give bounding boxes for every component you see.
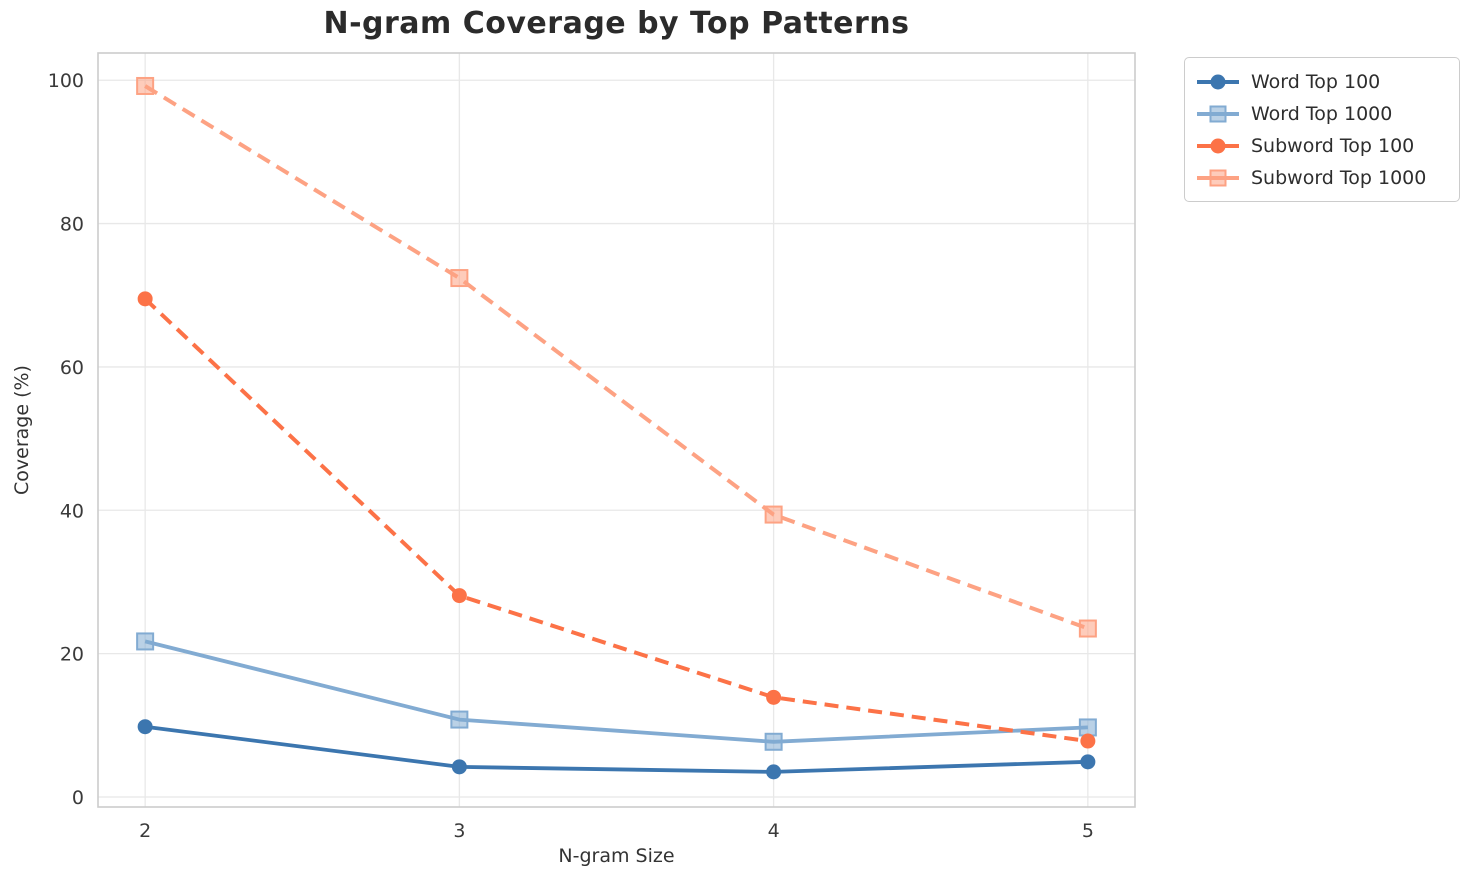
series-line-word-top-100 xyxy=(144,724,1088,774)
plot-border xyxy=(97,52,1136,808)
marker-word-top-100 xyxy=(137,719,153,735)
legend: Word Top 100 Word Top 1000 Subword Top 100… xyxy=(1184,57,1460,202)
marker-word-top-1000 xyxy=(136,632,155,651)
marker-subword-top-1000 xyxy=(450,269,469,288)
legend-label: Subword Top 1000 xyxy=(1251,166,1427,189)
x-tick-label: 3 xyxy=(453,820,465,842)
series-line-word-top-1000 xyxy=(144,639,1088,744)
x-tick-label: 2 xyxy=(139,820,151,842)
y-tick-label: 100 xyxy=(48,70,84,92)
series-line-subword-top-1000 xyxy=(144,84,1089,631)
legend-item-word-top-100: Word Top 100 xyxy=(1195,66,1445,97)
marker-subword-top-100 xyxy=(137,291,153,307)
y-tick-label: 60 xyxy=(60,357,84,379)
y-axis-label: Coverage (%) xyxy=(11,365,33,495)
legend-swatch-word-top-100 xyxy=(1197,74,1239,89)
y-tick-label: 20 xyxy=(60,644,84,666)
marker-subword-top-1000 xyxy=(764,505,783,524)
y-tick-label: 0 xyxy=(72,787,84,809)
marker-word-top-100 xyxy=(766,764,782,780)
marker-word-top-1000 xyxy=(764,732,783,751)
marker-subword-top-1000 xyxy=(136,76,155,95)
y-tick-label: 80 xyxy=(60,214,84,236)
marker-subword-top-100 xyxy=(451,588,467,604)
legend-item-subword-top-1000: Subword Top 1000 xyxy=(1195,162,1445,193)
legend-swatch-word-top-1000 xyxy=(1197,105,1239,122)
y-tick-label: 40 xyxy=(60,500,84,522)
marker-word-top-1000 xyxy=(1078,718,1097,737)
marker-subword-top-100 xyxy=(766,689,782,705)
legend-item-subword-top-100: Subword Top 100 xyxy=(1195,130,1445,161)
legend-swatch-subword-top-100 xyxy=(1197,138,1239,153)
series-line-subword-top-100 xyxy=(143,297,1089,744)
legend-item-word-top-1000: Word Top 1000 xyxy=(1195,98,1445,129)
legend-label: Subword Top 100 xyxy=(1251,134,1415,157)
legend-swatch-subword-top-1000 xyxy=(1197,169,1239,186)
legend-label: Word Top 100 xyxy=(1251,70,1381,93)
marker-word-top-1000 xyxy=(450,710,469,729)
marker-subword-top-100 xyxy=(1080,733,1096,749)
marker-word-top-100 xyxy=(451,759,467,775)
marker-word-top-100 xyxy=(1080,754,1096,770)
chart-title: N-gram Coverage by Top Patterns xyxy=(323,6,910,41)
x-tick-label: 4 xyxy=(768,820,780,842)
x-axis-label: N-gram Size xyxy=(558,845,675,867)
x-tick-label: 5 xyxy=(1082,820,1094,842)
legend-label: Word Top 1000 xyxy=(1251,102,1393,125)
marker-subword-top-1000 xyxy=(1078,619,1097,638)
